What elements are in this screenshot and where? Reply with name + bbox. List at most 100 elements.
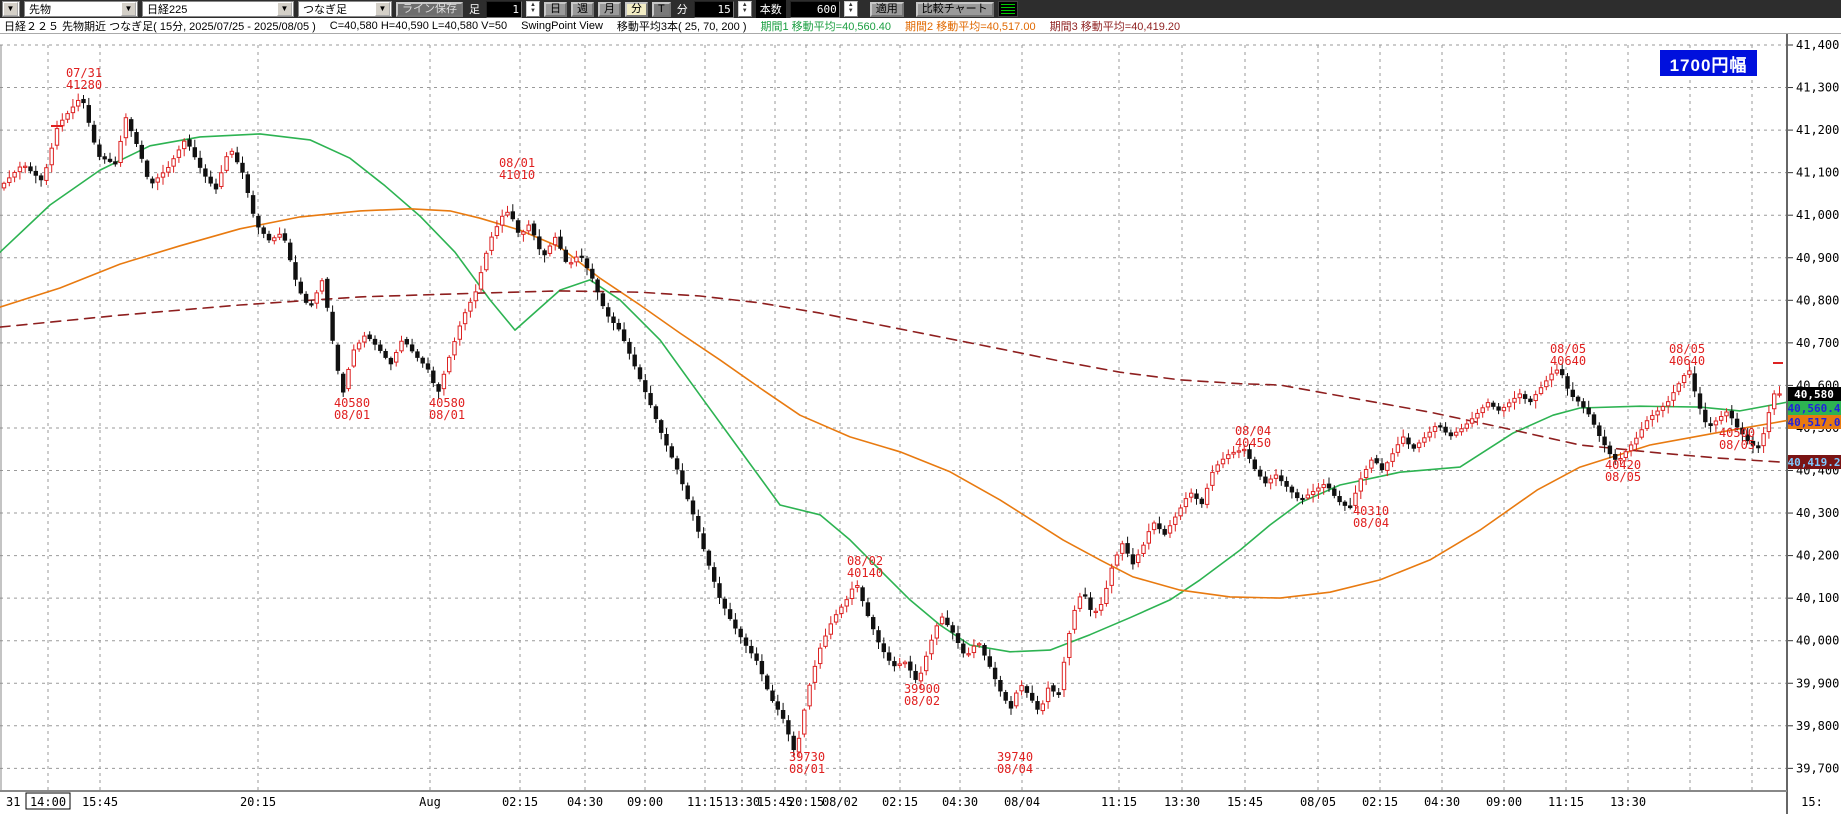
x-axis-label: 13:30: [724, 795, 760, 809]
mini-dropdown[interactable]: ▼: [2, 1, 20, 17]
swing-point-label: 08/05 40640: [1550, 342, 1586, 368]
x-axis-label: 02:15: [1362, 795, 1398, 809]
axis-price-tag: [1788, 415, 1841, 429]
count-spinner[interactable]: ▲ ▼: [843, 1, 858, 17]
y-axis-label: 41,100.00: [1796, 166, 1841, 180]
x-axis-label: 04:30: [1424, 795, 1460, 809]
swing-point-label: 07/31 41280: [66, 66, 102, 92]
compare-chart-button[interactable]: 比較チャート: [915, 1, 994, 17]
chart-style-select-value: つなぎ足: [303, 4, 347, 16]
candlestick-chart[interactable]: 41,400.00 41,300.00 41,200.00 41,100.00 41,0…: [0, 34, 1841, 814]
x-axis-label: 15:: [1801, 795, 1823, 809]
x-axis-label: 04:30: [942, 795, 978, 809]
y-axis-label: 39,800.00: [1796, 719, 1841, 733]
x-axis-label: 04:30: [567, 795, 603, 809]
period-minute-button[interactable]: 分: [625, 1, 648, 17]
quote-list-icon[interactable]: [997, 1, 1018, 17]
save-lines-button[interactable]: ライン保存: [396, 1, 463, 17]
period-tick-button[interactable]: T: [652, 1, 671, 17]
x-axis-label: 09:00: [1486, 795, 1522, 809]
swing-point-label: 39730 08/01: [789, 750, 825, 776]
x-axis-label: 15:45: [82, 795, 118, 809]
y-axis-label: 40,800.00: [1796, 293, 1841, 307]
axis-price-tag: [1788, 455, 1841, 469]
x-axis-label: 14:00: [30, 795, 66, 809]
axis-price-tag-text: 40,560.4: [1788, 402, 1841, 415]
x-axis-label: 15:45: [757, 795, 793, 809]
y-axis-label: 41,300.00: [1796, 81, 1841, 95]
axis-price-tag-text: 40,517.0: [1788, 416, 1841, 429]
chevron-down-icon[interactable]: ▼: [375, 2, 390, 16]
y-axis-label: 40,100.00: [1796, 591, 1841, 605]
axis-price-tag-text: 40,580: [1794, 388, 1834, 401]
minute-input[interactable]: [693, 0, 734, 18]
x-axis-label: 08/02: [822, 795, 858, 809]
apply-button[interactable]: 適用: [869, 1, 904, 17]
grid: [0, 44, 1787, 769]
swing-point-label: 39900 08/02: [904, 682, 940, 708]
ma2-readout: 期間2 移動平均=40,517.00: [905, 20, 1036, 33]
x-axis-label: Aug: [419, 795, 441, 809]
x-axis-label: 08/05: [1300, 795, 1336, 809]
chevron-down-icon[interactable]: ▼: [3, 2, 18, 16]
ma3-readout: 期間3 移動平均=40,419.20: [1049, 20, 1181, 33]
ma-line-200: [0, 290, 1787, 464]
bar-label: 足: [469, 4, 480, 16]
y-axis-label: 40,300.00: [1796, 506, 1841, 520]
swing-point-label: 39740 08/04: [997, 750, 1033, 776]
ohlc-readout: C=40,580 H=40,590 L=40,580 V=50: [329, 19, 508, 32]
axis-price-tag-text: 40,419.2: [1788, 456, 1841, 469]
y-axis-label: 41,200.00: [1796, 123, 1841, 137]
x-axis-label: 20:15: [240, 795, 276, 809]
x-axis-label: 11:15: [1548, 795, 1584, 809]
swing-point-label: 08/04 40450: [1235, 424, 1271, 450]
ma-line-25: [0, 133, 1787, 653]
y-axis-label: 40,700.00: [1796, 336, 1841, 350]
toolbar: ▼ 先物 ▼ 日経225 ▼ つなぎ足 ▼ ライン保存 足 ▲▼ 日 週 月 分…: [0, 0, 1841, 18]
swing-point-label: 40310 08/04: [1353, 504, 1389, 530]
chart-title: 日経２２５ 先物期近 つなぎ足( 15分, 2025/07/25 - 2025/…: [4, 20, 316, 33]
period-day-button[interactable]: 日: [544, 1, 567, 17]
y-axis-label: 40,200.00: [1796, 549, 1841, 563]
symbol-select-value: 日経225: [147, 4, 188, 16]
ma1-readout: 期間1 移動平均=40,560.40: [760, 20, 892, 33]
count-label: 本数: [755, 0, 786, 18]
chevron-down-icon[interactable]: ▼: [121, 2, 136, 16]
x-axis-label: 11:15: [1101, 795, 1137, 809]
y-axis-label: 40,900.00: [1796, 251, 1841, 265]
swing-point-label: 40420 08/05: [1605, 458, 1641, 484]
x-axis-label: 08/04: [1004, 795, 1040, 809]
chart-style-select[interactable]: つなぎ足 ▼: [298, 1, 392, 17]
x-axis-label: 13:30: [1610, 795, 1646, 809]
swing-point-label: 08/02 40140: [847, 554, 883, 580]
interval-spinner[interactable]: ▲ ▼: [526, 1, 540, 17]
symbol-select[interactable]: 日経225 ▼: [142, 1, 294, 17]
y-axis-label: 39,900.00: [1796, 676, 1841, 690]
view-mode-label: SwingPoint View: [521, 19, 603, 32]
x-axis-label: 09:00: [627, 795, 663, 809]
ma-settings-label: 移動平均3本( 25, 70, 200 ): [616, 20, 747, 33]
period-month-button[interactable]: 月: [598, 1, 621, 17]
interval-input[interactable]: [486, 0, 522, 18]
market-select-value: 先物: [29, 4, 51, 16]
y-axis-label: 39,700.00: [1796, 761, 1841, 775]
y-axis-label: 40,000.00: [1796, 634, 1841, 648]
swing-point-label: 40500 08/05: [1719, 426, 1755, 452]
swing-point-label: 08/05 40640: [1669, 342, 1705, 368]
market-select[interactable]: 先物 ▼: [24, 1, 138, 17]
swing-point-label: 08/01 41010: [499, 156, 535, 182]
count-input[interactable]: [789, 0, 840, 18]
chart-area[interactable]: 41,400.00 41,300.00 41,200.00 41,100.00 41,0…: [0, 34, 1841, 814]
chevron-down-icon[interactable]: ▼: [277, 2, 292, 16]
x-axis-label: 13:30: [1164, 795, 1200, 809]
candles: [1, 93, 1782, 758]
x-axis-label: 02:15: [882, 795, 918, 809]
price-range-badge: 1700円幅: [1660, 50, 1757, 76]
ma-line-70: [0, 208, 1787, 599]
x-axis-label: 02:15: [502, 795, 538, 809]
period-week-button[interactable]: 週: [571, 1, 594, 17]
chart-info-bar: 日経２２５ 先物期近 つなぎ足( 15分, 2025/07/25 - 2025/…: [0, 18, 1841, 34]
y-axis-label: 41,400.00: [1796, 38, 1841, 52]
axis-price-tag: [1788, 401, 1841, 415]
minute-spinner[interactable]: ▲ ▼: [737, 1, 752, 17]
